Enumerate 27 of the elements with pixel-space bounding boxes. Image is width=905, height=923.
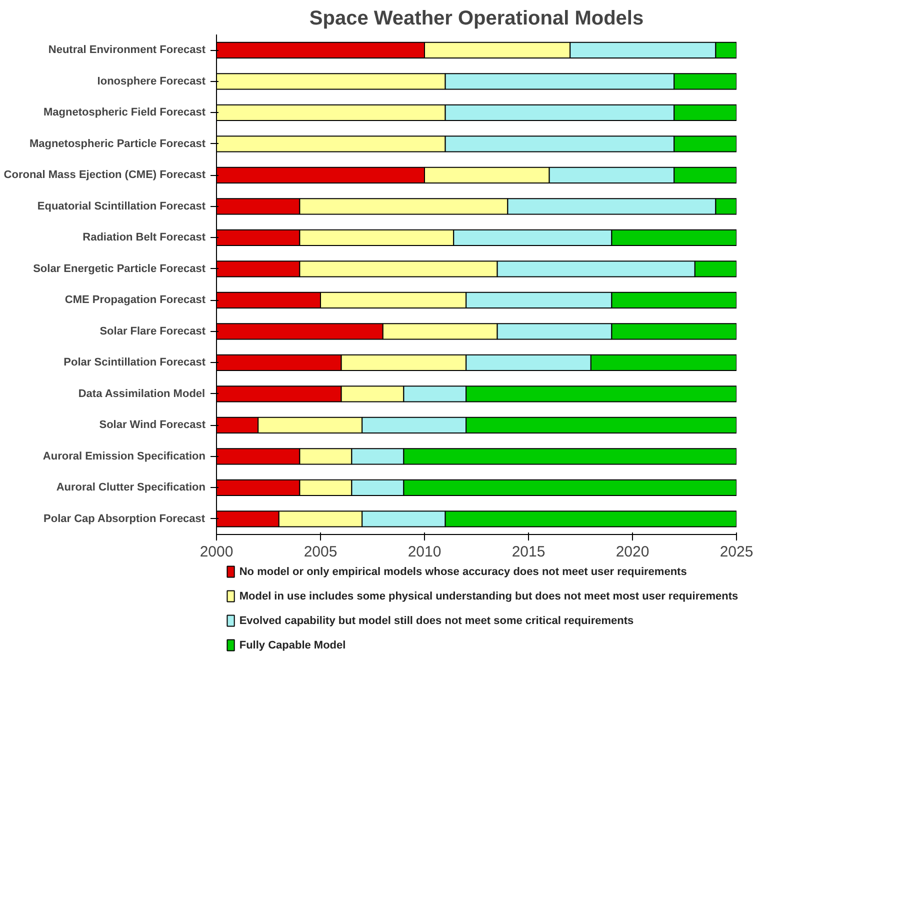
y-tick-label: Magnetospheric Particle Forecast: [29, 138, 206, 150]
x-tick-label: 2020: [616, 544, 650, 560]
y-tick-label: Magnetospheric Field Forecast: [44, 106, 206, 119]
y-tick-label: Neutral Environment Forecast: [48, 44, 206, 56]
x-tick-label: 2025: [720, 544, 754, 560]
y-tick-label: Ionosphere Forecast: [97, 75, 206, 88]
x-tick-label: 2000: [200, 544, 234, 560]
x-tick-label: 2010: [408, 544, 442, 560]
legend-label: Fully Capable Model: [239, 639, 346, 652]
y-tick-label: Coronal Mass Ejection (CME) Forecast: [4, 169, 206, 182]
y-tick-label: CME Propagation Forecast: [64, 294, 206, 306]
x-tick-label: 2015: [512, 544, 546, 560]
y-tick-label: Solar Energetic Particle Forecast: [33, 262, 206, 275]
y-tick-label: Auroral Emission Specification: [42, 450, 206, 462]
legend-label: No model or only empirical models whose accuracy does not meet user requirements: [239, 566, 687, 578]
y-tick-label: Polar Cap Absorption Forecast: [44, 512, 206, 525]
legend-label: Model in use includes some physical understanding but does not meet most user requirements: [239, 590, 738, 602]
y-tick-label: Equatorial Scintillation Forecast: [37, 200, 206, 212]
x-tick-label: 2005: [304, 544, 338, 560]
legend-label: Evolved capability but model still does not meet some critical requirements: [239, 614, 634, 627]
y-tick-label: Radiation Belt Forecast: [82, 232, 206, 244]
y-tick-label: Solar Flare Forecast: [100, 325, 206, 338]
y-tick-label: Solar Wind Forecast: [99, 419, 206, 432]
y-tick-label: Auroral Clutter Specification: [56, 482, 206, 494]
chart-title: Space Weather Operational Models: [309, 8, 644, 30]
y-tick-label: Polar Scintillation Forecast: [64, 356, 206, 369]
y-tick-label: Data Assimilation Model: [78, 388, 206, 400]
